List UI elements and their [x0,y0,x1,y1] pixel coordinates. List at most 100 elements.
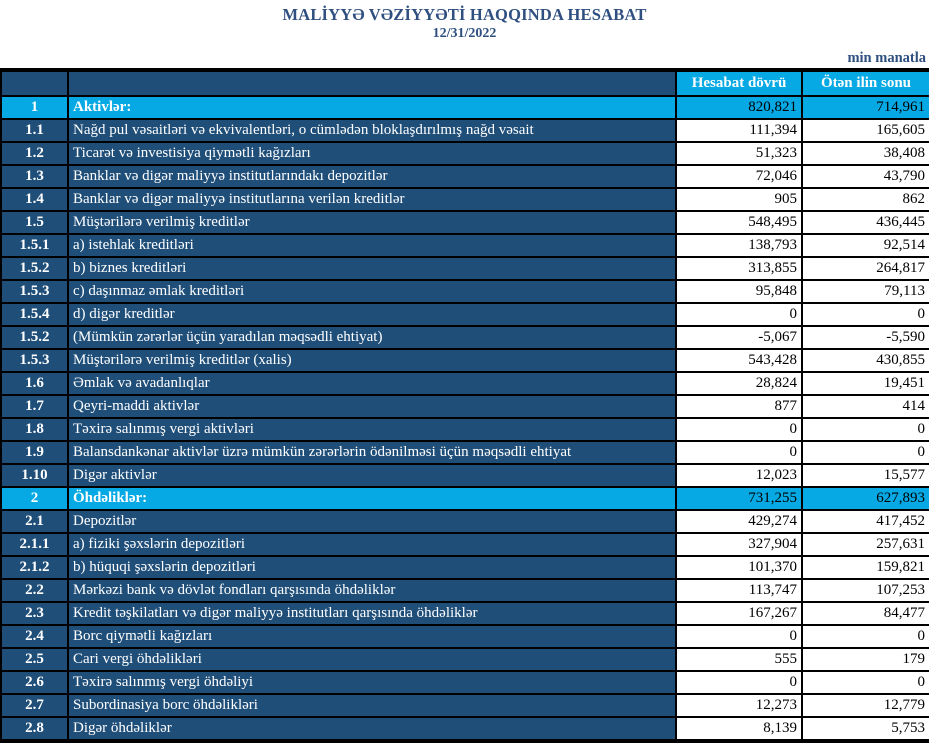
table-row: 1.5.3 Müştərilərə verilmiş kreditlər (xa… [0,348,929,373]
row-label-cell: Borc qiymətli kağızları [67,624,677,649]
table-row: 2.7 Subordinasiya borc öhdəlikləri 12,27… [0,693,929,718]
row-number-cell: 1.5.1 [0,233,69,258]
value-current-cell: 0 [675,670,803,695]
row-number-cell: 1 [0,95,69,120]
value-current-cell: 548,495 [675,210,803,235]
value-prior-cell: -5,590 [801,325,929,350]
value-prior-cell: 43,790 [801,164,929,189]
unit-note: min manatla [847,50,926,66]
row-label-cell: Kredit təşkilatları və digər maliyyə ins… [67,601,677,626]
report-date: 12/31/2022 [432,26,497,41]
row-label-cell: Cari vergi öhdəlikləri [67,647,677,672]
value-current-cell: -5,067 [675,325,803,350]
value-current-cell: 95,848 [675,279,803,304]
table-row: 1.2 Ticarət və investisiya qiymətli kağı… [0,141,929,166]
table-row: 2.8 Digər öhdəliklər 8,139 5,753 [0,716,929,743]
table-row: 2.4 Borc qiymətli kağızları 0 0 [0,624,929,649]
value-prior-cell: 0 [801,440,929,465]
row-number-cell: 1.5.2 [0,325,69,350]
table-body: 1 Aktivlər: 820,821 714,961 1.1 Nağd pul… [0,95,929,743]
row-label-cell: Müştərilərə verilmiş kreditlər (xalis) [67,348,677,373]
table-row: 1.1 Nağd pul vəsaitləri və ekvivalentlər… [0,118,929,143]
row-label-cell: Təxirə salınmış vergi öhdəliyi [67,670,677,695]
row-number-cell: 1.5 [0,210,69,235]
value-current-cell: 0 [675,417,803,442]
row-number-cell: 1.6 [0,371,69,396]
row-label-cell: Qeyri-maddi aktivlər [67,394,677,419]
report-header: MALİYYƏ VƏZİYYƏTİ HAQQINDA HESABAT 12/31… [0,0,929,67]
row-number-cell: 2.6 [0,670,69,695]
value-current-cell: 12,273 [675,693,803,718]
table-row: 2.1.2 b) hüquqi şəxslərin depozitləri 10… [0,555,929,580]
value-current-cell: 0 [675,302,803,327]
row-label-cell: Təxirə salınmış vergi aktivləri [67,417,677,442]
value-current-cell: 51,323 [675,141,803,166]
table-row: 1.5.1 a) istehlak kreditləri 138,793 92,… [0,233,929,258]
table-row: 1.4 Banklar və digər maliyyə institutlar… [0,187,929,212]
value-current-cell: 111,394 [675,118,803,143]
row-label-cell: Balansdankənar aktivlər üzrə mümkün zərə… [67,440,677,465]
table-row: 1.7 Qeyri-maddi aktivlər 877 414 [0,394,929,419]
table-row: 2.2 Mərkəzi bank və dövlət fondları qarş… [0,578,929,603]
table-row: 1.5.3 c) daşınmaz əmlak kreditləri 95,84… [0,279,929,304]
table-row: 1.10 Digər aktivlər 12,023 15,577 [0,463,929,488]
row-number-cell: 1.8 [0,417,69,442]
row-label-cell: Əmlak və avadanlıqlar [67,371,677,396]
row-number-cell: 2.2 [0,578,69,603]
row-label-cell: Banklar və digər maliyyə institutlarına … [67,187,677,212]
row-label-cell: Öhdəliklər: [67,486,677,511]
row-number-cell: 1.5.2 [0,256,69,281]
value-prior-cell: 627,893 [801,486,929,511]
value-prior-cell: 5,753 [801,716,929,743]
value-current-cell: 543,428 [675,348,803,373]
table-header-row: Hesabat dövrü Ötən ilin sonu [0,68,929,97]
value-prior-cell: 12,779 [801,693,929,718]
value-current-cell: 0 [675,440,803,465]
value-prior-cell: 79,113 [801,279,929,304]
row-label-cell: Subordinasiya borc öhdəlikləri [67,693,677,718]
row-number-cell: 1.7 [0,394,69,419]
row-label-cell: b) biznes kreditləri [67,256,677,281]
row-number-cell: 1.3 [0,164,69,189]
value-prior-cell: 0 [801,624,929,649]
value-prior-cell: 179 [801,647,929,672]
value-current-cell: 313,855 [675,256,803,281]
table-row: 2.3 Kredit təşkilatları və digər maliyyə… [0,601,929,626]
row-label-cell: c) daşınmaz əmlak kreditləri [67,279,677,304]
value-prior-cell: 257,631 [801,532,929,557]
row-label-cell: Aktivlər: [67,95,677,120]
value-prior-cell: 15,577 [801,463,929,488]
value-current-cell: 113,747 [675,578,803,603]
table-row: 1.5.4 d) digər kreditlər 0 0 [0,302,929,327]
value-prior-cell: 0 [801,417,929,442]
value-current-cell: 820,821 [675,95,803,120]
table-row: 2 Öhdəliklər: 731,255 627,893 [0,486,929,511]
row-number-cell: 1.5.3 [0,348,69,373]
row-number-cell: 2.1.2 [0,555,69,580]
value-prior-cell: 430,855 [801,348,929,373]
row-label-cell: Ticarət və investisiya qiymətli kağızlar… [67,141,677,166]
col-header-prior: Ötən ilin sonu [801,68,929,97]
row-label-cell: Banklar və digər maliyyə institutlarında… [67,164,677,189]
value-current-cell: 101,370 [675,555,803,580]
table-row: 1 Aktivlər: 820,821 714,961 [0,95,929,120]
table-row: 1.5.2 (Mümkün zərərlər üçün yaradılan mə… [0,325,929,350]
row-number-cell: 1.10 [0,463,69,488]
row-number-cell: 1.2 [0,141,69,166]
value-current-cell: 167,267 [675,601,803,626]
value-current-cell: 327,904 [675,532,803,557]
header-number-cell [0,68,69,97]
value-current-cell: 731,255 [675,486,803,511]
row-label-cell: Digər aktivlər [67,463,677,488]
value-prior-cell: 107,253 [801,578,929,603]
table-row: 2.1 Depozitlər 429,274 417,452 [0,509,929,534]
table-row: 1.3 Banklar və digər maliyyə institutlar… [0,164,929,189]
table-row: 1.5 Müştərilərə verilmiş kreditlər 548,4… [0,210,929,235]
row-number-cell: 1.9 [0,440,69,465]
table-row: 1.9 Balansdankənar aktivlər üzrə mümkün … [0,440,929,465]
table-row: 1.6 Əmlak və avadanlıqlar 28,824 19,451 [0,371,929,396]
row-number-cell: 2.1.1 [0,532,69,557]
value-prior-cell: 0 [801,302,929,327]
value-prior-cell: 264,817 [801,256,929,281]
